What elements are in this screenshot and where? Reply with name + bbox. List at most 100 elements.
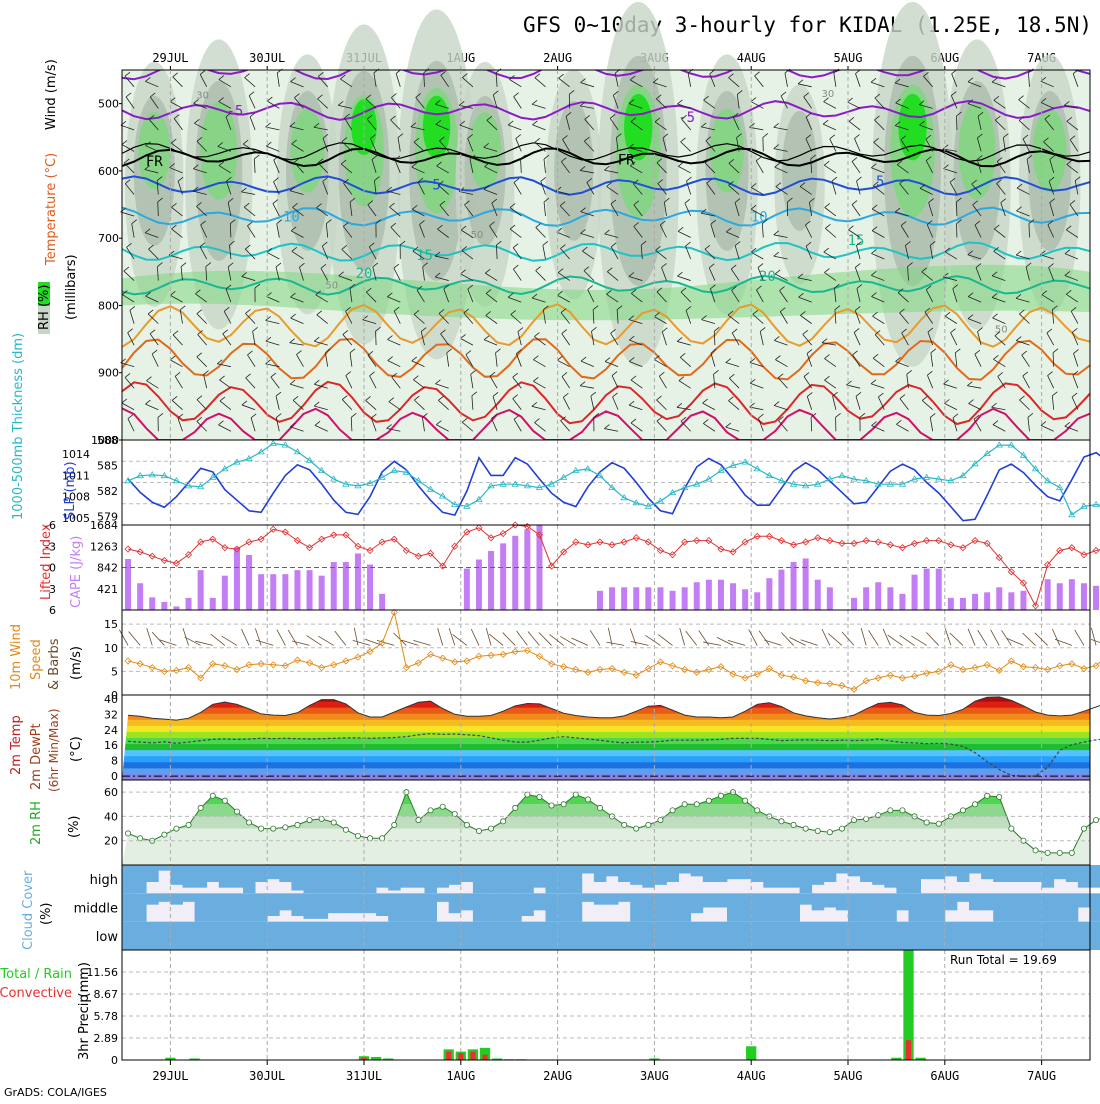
cloud-bar — [606, 893, 619, 904]
cape-bar — [331, 562, 337, 610]
rh-contour-label: 50 — [325, 281, 338, 292]
cape-bar — [1008, 592, 1014, 610]
surface-wind-barb — [764, 640, 781, 645]
cloud-bar — [909, 893, 922, 921]
cloud-bar — [509, 922, 522, 950]
cape-bar — [670, 591, 676, 610]
cloud-bar — [352, 893, 365, 913]
precip-legend-total: Total / Rain — [0, 967, 72, 982]
cape-tick-label: 842 — [97, 562, 118, 575]
rh2m-tick-label: 40 — [104, 810, 118, 823]
cape-tick-label: 1263 — [90, 540, 118, 553]
cape-bar — [742, 589, 748, 610]
cloud-bar — [945, 865, 958, 876]
rh2m-marker — [331, 820, 336, 825]
cloud-bar — [340, 865, 353, 893]
date-label-bottom: 1AUG — [446, 1069, 475, 1083]
cloud-bar — [703, 922, 716, 950]
cloud-bar — [824, 893, 837, 907]
cloud-bar — [558, 893, 571, 921]
cloud-bar — [896, 893, 909, 910]
cloud-bar — [412, 922, 425, 950]
date-label-bottom: 3AUG — [640, 1069, 669, 1083]
pressure-tick-label: 900 — [98, 367, 119, 380]
cloud-bar — [473, 893, 486, 921]
cape-bar — [754, 592, 760, 610]
cloud-bar — [134, 865, 147, 893]
surface-wind-barb — [703, 642, 721, 645]
cloud-bar — [1066, 893, 1079, 921]
cloud-bar — [533, 893, 546, 910]
cloud-bar — [933, 893, 946, 921]
surface-wind-barb — [606, 642, 624, 645]
cloud-bar — [546, 893, 559, 921]
surface-wind-barb — [517, 631, 528, 645]
cloud-bar — [425, 922, 438, 950]
cloud-bar — [654, 865, 667, 885]
cloud-bar — [1017, 865, 1030, 882]
cape-bar — [657, 587, 663, 610]
cloud-bar — [146, 922, 159, 950]
cloud-bar — [1017, 893, 1030, 921]
cloud-bar — [279, 922, 292, 950]
ylabel-rh-pct: (%) — [67, 816, 82, 839]
cloud-bar — [533, 865, 546, 888]
date-label-top: 30JUL — [249, 51, 285, 65]
date-label-bottom: 31JUL — [346, 1069, 382, 1083]
rh2m-marker — [1081, 826, 1086, 831]
rh2m-marker — [1009, 826, 1014, 831]
cloud-bar — [1066, 865, 1079, 882]
surface-wind-barb — [686, 631, 697, 645]
cloud-bar — [255, 865, 268, 882]
date-label-bottom: 29JUL — [152, 1069, 188, 1083]
cloud-bar — [400, 922, 413, 950]
ylabel-precip: 3hr Precip — [77, 994, 92, 1060]
cape-bar — [791, 562, 797, 610]
cloud-bar — [969, 893, 982, 910]
surface-wind-barb — [354, 628, 358, 646]
surface-wind-barb — [1075, 630, 1084, 645]
cloud-bar — [1078, 922, 1091, 950]
cloud-bar — [981, 865, 994, 879]
cloud-bar — [316, 922, 329, 950]
surface-wind-barb — [129, 632, 140, 646]
cloud-bar — [775, 865, 788, 888]
cloud-bar — [860, 922, 873, 950]
cloud-bar — [425, 865, 438, 893]
surface-wind-barb — [759, 631, 769, 646]
cloud-bar — [679, 865, 692, 874]
rh2m-marker — [694, 802, 699, 807]
rh2m-marker — [513, 805, 518, 810]
cloud-bar — [933, 865, 946, 879]
ylabel-mm: (mm) — [77, 962, 92, 997]
cloud-bar — [751, 922, 764, 950]
surface-wind-barb — [630, 628, 636, 645]
cloud-bar — [340, 893, 353, 913]
rh2m-marker — [573, 792, 578, 797]
rh2m-marker — [755, 808, 760, 813]
cloud-bar — [364, 893, 377, 913]
surface-wind-barb — [590, 630, 600, 645]
thickness-tick-label: 582 — [97, 485, 118, 498]
rh2m-marker — [803, 826, 808, 831]
rh2m-marker — [634, 826, 639, 831]
surface-wind-barb — [147, 628, 153, 645]
surface-wind-barb — [1052, 629, 1059, 645]
cloud-bar — [909, 865, 922, 893]
cloud-bar — [255, 922, 268, 950]
rh2m-marker — [682, 802, 687, 807]
rh2m-marker — [440, 804, 445, 809]
cape-bar — [222, 576, 228, 610]
rh2m-marker — [125, 831, 130, 836]
surface-wind-barb — [828, 634, 842, 646]
cloud-bar — [570, 893, 583, 921]
cloud-bar — [509, 865, 522, 893]
precip-tick-label: 2.89 — [94, 1032, 119, 1045]
cloud-bar — [1090, 893, 1100, 921]
cloud-bar — [715, 865, 728, 882]
cloud-bar — [304, 922, 317, 950]
surface-wind-barb — [292, 641, 309, 645]
cloud-bar — [546, 865, 559, 893]
cape-bar — [282, 574, 288, 610]
cloud-bar — [183, 865, 196, 888]
